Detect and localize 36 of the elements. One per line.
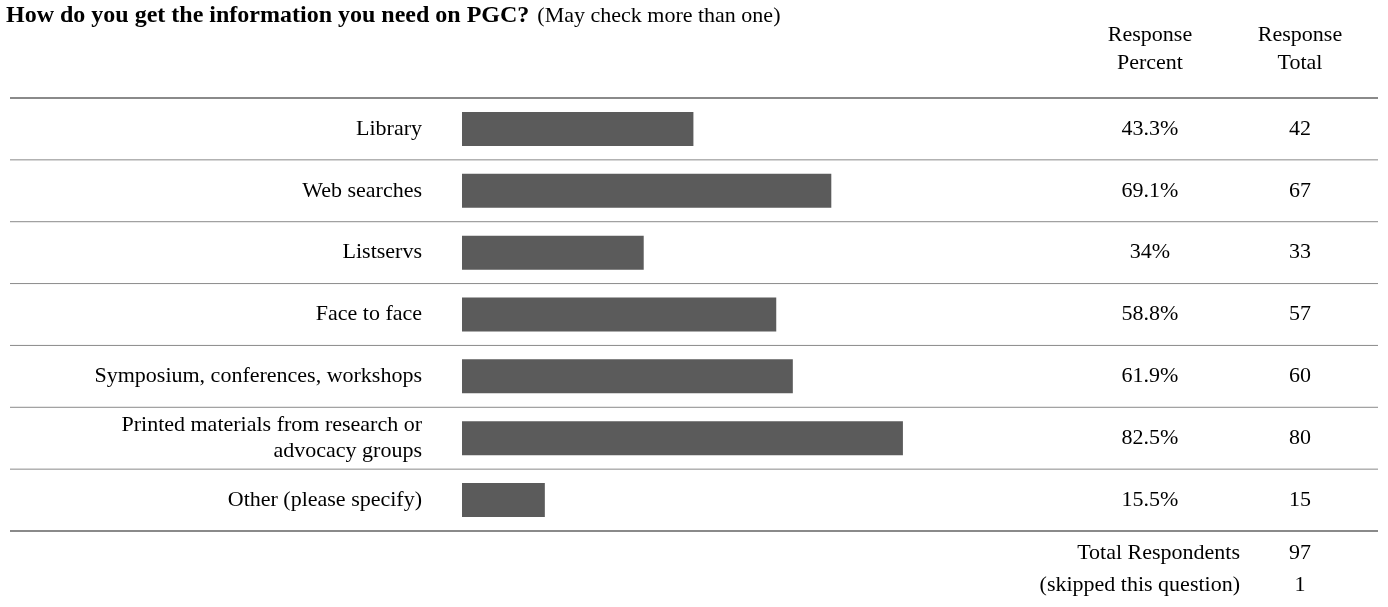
y-tick-label: Symposium, conferences, workshops xyxy=(94,362,422,388)
bar xyxy=(462,111,694,146)
y-tick-label: Face to face xyxy=(315,300,422,326)
text: 33 xyxy=(1289,238,1311,264)
text: 42 xyxy=(1289,114,1311,140)
bar xyxy=(462,297,777,332)
y-tick-label: Printed materials from research or advocacy groups xyxy=(121,410,423,463)
y-tick-label: Library xyxy=(356,114,422,140)
data-label: 58.8% xyxy=(1121,300,1179,326)
data-label: 69.1% xyxy=(1121,176,1179,202)
bar xyxy=(462,173,832,208)
y-tick-label: Listservs xyxy=(342,238,422,264)
bar xyxy=(462,421,903,456)
text: 80 xyxy=(1289,424,1311,449)
text: 57 xyxy=(1289,300,1311,326)
chart-subtitle: (May check more than one) xyxy=(537,2,781,27)
y-tick-label: Other (please specify) xyxy=(227,485,422,511)
text: Total Respondents xyxy=(1077,538,1240,564)
bar xyxy=(462,235,644,270)
text: 97 xyxy=(1289,538,1311,564)
text: (skipped this question) xyxy=(1039,570,1240,596)
data-label: 61.9% xyxy=(1121,362,1179,388)
data-label: 43.3% xyxy=(1121,114,1179,140)
text: 15 xyxy=(1289,485,1311,511)
text: How do you get the information you need on PGC? xyxy=(6,1,530,27)
data-label: 82.5% xyxy=(1121,424,1179,449)
text: 1 xyxy=(1294,570,1306,596)
text: Response Total xyxy=(1257,21,1343,74)
text: Response Percent xyxy=(1107,21,1193,74)
text: 67 xyxy=(1289,176,1311,202)
y-tick-label: Web searches xyxy=(302,176,422,202)
text: 60 xyxy=(1289,362,1311,388)
data-label: 15.5% xyxy=(1121,485,1179,511)
bar xyxy=(462,483,545,518)
data-label: 34% xyxy=(1129,238,1171,264)
bar xyxy=(462,359,793,394)
